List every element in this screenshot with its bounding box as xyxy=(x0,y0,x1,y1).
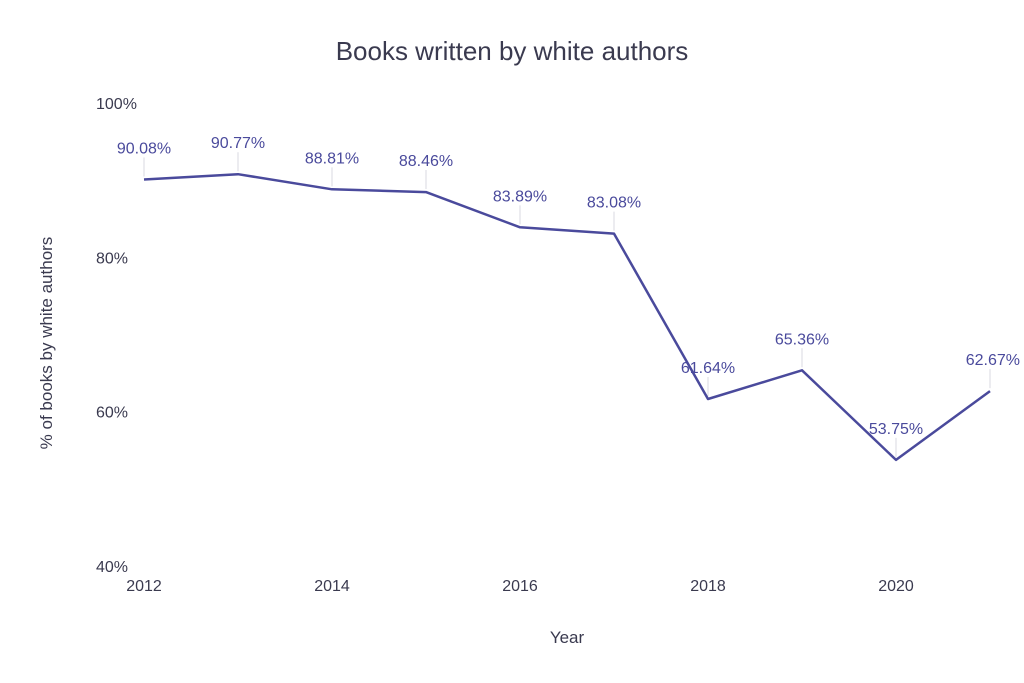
data-label-leaders xyxy=(143,152,991,457)
data-label: 88.81% xyxy=(305,150,359,167)
y-axis-ticks: 100% 80% 60% 40% xyxy=(96,96,137,576)
y-tick-label: 100% xyxy=(96,96,137,113)
y-tick-label: 80% xyxy=(96,250,128,267)
series-line xyxy=(143,172,991,462)
data-label: 88.46% xyxy=(399,153,453,170)
x-axis-label: Year xyxy=(550,628,585,647)
data-label: 61.64% xyxy=(681,360,735,377)
data-label: 83.89% xyxy=(493,188,547,205)
x-axis-ticks: 2012 2014 2016 2018 2020 xyxy=(126,578,914,595)
x-tick-label: 2016 xyxy=(502,578,538,595)
data-label: 90.77% xyxy=(211,135,265,152)
data-label: 65.36% xyxy=(775,331,829,348)
data-label: 90.08% xyxy=(117,141,171,158)
data-label: 53.75% xyxy=(869,421,923,438)
y-tick-label: 60% xyxy=(96,405,128,422)
x-tick-label: 2018 xyxy=(690,578,726,595)
chart-title: Books written by white authors xyxy=(336,36,689,66)
y-tick-label: 40% xyxy=(96,559,128,576)
x-tick-label: 2014 xyxy=(314,578,350,595)
x-tick-label: 2020 xyxy=(878,578,914,595)
data-label: 62.67% xyxy=(966,352,1020,369)
x-tick-label: 2012 xyxy=(126,578,162,595)
y-axis-label: % of books by white authors xyxy=(37,237,56,450)
data-label: 83.08% xyxy=(587,195,641,212)
data-labels: 90.08% 90.77% 88.81% 88.46% 83.89% 83.08% 61.6… xyxy=(117,135,1020,438)
